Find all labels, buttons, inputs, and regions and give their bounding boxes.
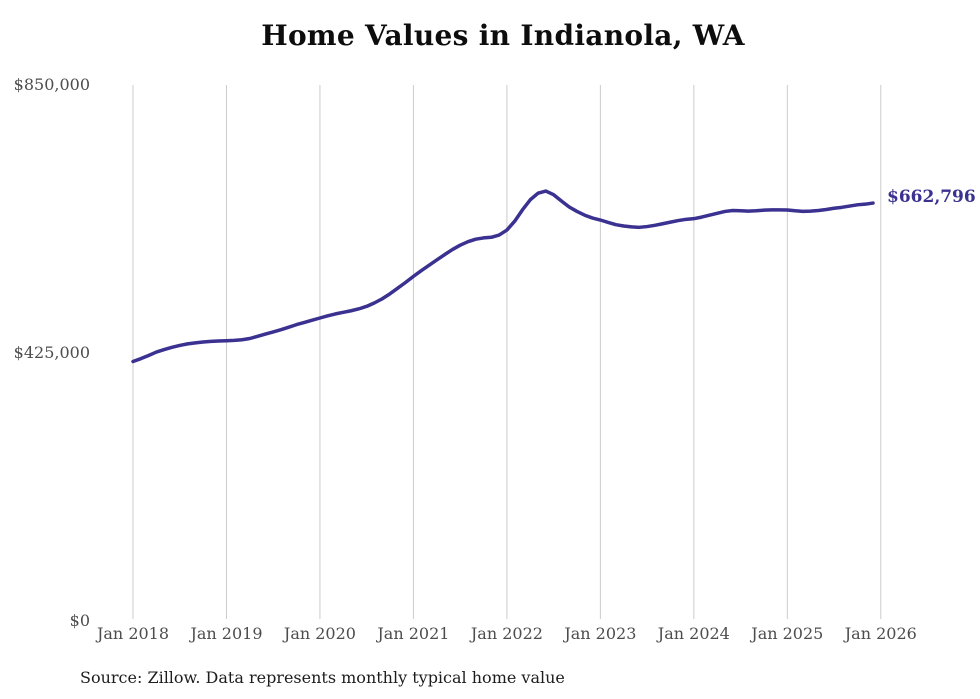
x-tick-label: Jan 2025 — [751, 624, 824, 643]
x-tick-label: Jan 2018 — [96, 624, 170, 643]
x-tick-label: Jan 2024 — [657, 624, 730, 643]
x-tick-label: Jan 2026 — [844, 624, 917, 643]
x-tick-label: Jan 2019 — [190, 624, 263, 643]
x-tick-label: Jan 2021 — [377, 624, 450, 643]
end-value-label: $662,796 — [887, 187, 976, 208]
x-tick-label: Jan 2023 — [564, 624, 637, 643]
y-tick-label: $425,000 — [13, 343, 90, 362]
x-tick-label: Jan 2020 — [283, 624, 356, 643]
y-tick-label: $0 — [69, 611, 90, 630]
x-tick-label: Jan 2022 — [470, 624, 543, 643]
y-tick-label: $850,000 — [13, 75, 90, 94]
chart-title: Home Values in Indianola, WA — [261, 19, 745, 52]
source-note: Source: Zillow. Data represents monthly … — [80, 668, 565, 687]
home-value-line — [131, 189, 875, 364]
